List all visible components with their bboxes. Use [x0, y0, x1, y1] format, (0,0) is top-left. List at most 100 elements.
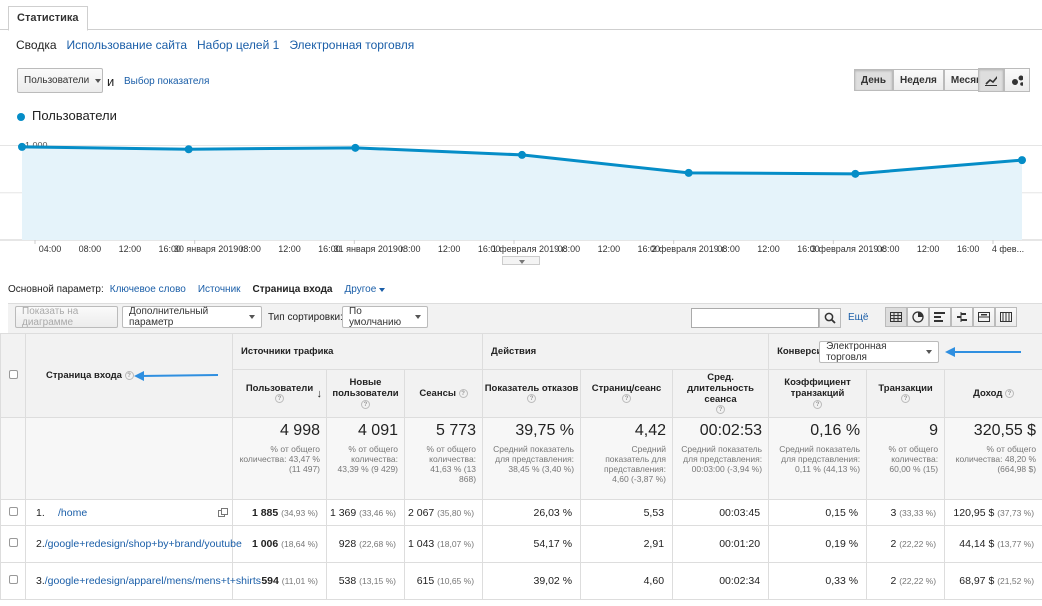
col-avg-session-duration-label: Сред. длительность сеанса [687, 371, 754, 405]
chevron-down-icon [926, 350, 933, 354]
view-pivot-button[interactable] [995, 307, 1017, 327]
open-external-icon[interactable] [218, 508, 228, 517]
landing-page-header[interactable]: Страница входа ? [25, 333, 233, 418]
landing-page-cell: 3./google+redesign/apparel/mens/mens+t+s… [25, 562, 261, 600]
subnav-ecommerce[interactable]: Электронная торговля [289, 38, 415, 52]
total-subtext: % от общего количества: 60,00 % (15) [888, 444, 939, 474]
help-icon[interactable]: ? [1005, 388, 1014, 398]
help-icon[interactable]: ? [901, 394, 911, 404]
view-comparison-button[interactable] [951, 307, 973, 327]
col-transactions-label: Транзакции [878, 382, 933, 394]
col-sessions[interactable]: Сеансы ? [403, 369, 484, 418]
view-term-cloud-button[interactable] [973, 307, 995, 327]
totals-label-cell [25, 417, 233, 500]
col-bounce-rate[interactable]: Показатель отказов? [482, 369, 582, 418]
data-point [18, 142, 26, 151]
chart-collapse-handle[interactable] [502, 256, 540, 265]
help-icon[interactable]: ? [361, 399, 370, 409]
col-transactions[interactable]: Транзакции? [866, 369, 946, 418]
landing-page-link[interactable]: /home [58, 506, 88, 519]
tab-statistics[interactable]: Статистика [8, 6, 88, 31]
data-point [1018, 156, 1026, 165]
x-tick-label: 12:00 [438, 244, 461, 254]
landing-page-cell: 1. /home [25, 499, 233, 526]
transactions-pct: (33,33 %) [899, 507, 937, 518]
sessions-cell: 1 043 (18,07 %) [403, 525, 484, 563]
new-users-value: 1 369 [329, 506, 357, 519]
view-pie-button[interactable] [907, 307, 929, 327]
row-number: 1. [36, 506, 45, 519]
dim-other[interactable]: Другое [344, 284, 386, 295]
help-icon[interactable]: ? [275, 394, 284, 404]
y-tick-label: 1 000 [25, 140, 48, 150]
period-week-button[interactable]: Неделя [893, 69, 944, 91]
transactions-cell: 2 (22,22 %) [866, 525, 946, 563]
line-chart-button[interactable] [978, 68, 1004, 92]
conversion-rate-value: 0,33 % [825, 575, 859, 587]
col-pages-per-session-label: Страниц/сеанс [591, 382, 662, 394]
help-icon[interactable]: ? [527, 394, 537, 404]
conversion-type-value: Электронная торговля [826, 341, 887, 363]
total-conversion-rate: 0,16 % Средний показатель для представлен… [768, 417, 868, 500]
table-row[interactable]: 3./google+redesign/apparel/mens/mens+t+s… [0, 562, 1042, 600]
conversion-rate-cell: 0,19 % [768, 525, 868, 563]
metric-select[interactable]: Пользователи [17, 68, 103, 93]
col-new-users[interactable]: Новые пользователи? [326, 369, 405, 418]
help-icon[interactable]: ? [813, 399, 823, 409]
conversion-type-select[interactable]: Электронная торговля [819, 341, 940, 363]
total-value: 5 773 [435, 422, 477, 439]
dim-keyword[interactable]: Ключевое слово [109, 284, 186, 295]
x-tick-label: 12:00 [757, 244, 780, 254]
view-performance-button[interactable] [929, 307, 951, 327]
pages-per-session-cell: 2,91 [580, 525, 674, 563]
table-search-input[interactable] [691, 308, 819, 328]
bounce-rate-value: 26,03 % [533, 506, 573, 519]
col-users[interactable]: Пользователи? ↓ [232, 369, 327, 418]
dim-landing-page[interactable]: Страница входа [252, 284, 333, 295]
subnav-site-usage[interactable]: Использование сайта [66, 38, 188, 52]
period-day-button[interactable]: День [854, 69, 893, 91]
sessions-value: 1 043 [407, 538, 435, 550]
x-tick-label: 16:00 [478, 244, 501, 254]
chevron-down-icon [415, 315, 421, 319]
dim-source[interactable]: Источник [197, 284, 241, 295]
col-revenue[interactable]: Доход ? [944, 369, 1042, 418]
new-users-pct: (22,68 %) [359, 539, 396, 549]
show-on-chart-button[interactable]: Показать на диаграмме [15, 306, 118, 328]
motion-chart-button[interactable] [1004, 68, 1030, 92]
secondary-dimension-select[interactable]: Дополнительный параметр [122, 306, 262, 328]
col-pages-per-session[interactable]: Страниц/сеанс? [580, 369, 674, 418]
period-switch: День Неделя Месяц [854, 69, 990, 91]
row-checkbox[interactable] [8, 575, 18, 584]
row-checkbox[interactable] [8, 538, 18, 547]
help-icon[interactable]: ? [458, 388, 468, 398]
more-options-link[interactable]: Ещё [848, 312, 869, 323]
users-value: 1 885 [251, 506, 279, 519]
select-all-checkbox[interactable] [8, 369, 18, 379]
subnav-goal-set-1[interactable]: Набор целей 1 [197, 38, 280, 52]
help-icon[interactable]: ? [622, 394, 632, 404]
arrow-pointer-left [134, 371, 218, 381]
total-value: 4,42 [634, 422, 667, 439]
search-button[interactable] [819, 308, 841, 328]
x-tick-label: 16:00 [318, 244, 341, 254]
row-checkbox[interactable] [8, 506, 18, 516]
table-row[interactable]: 2./google+redesign/shop+by+brand/youtube… [0, 525, 1042, 563]
bounce-rate-cell: 26,03 % [482, 499, 582, 526]
help-icon[interactable]: ? [716, 405, 726, 415]
avg-duration-cell: 00:03:45 [672, 499, 770, 526]
legend-label: Пользователи [32, 108, 117, 123]
help-icon[interactable]: ? [124, 370, 134, 380]
landing-page-link[interactable]: /google+redesign/shop+by+brand/youtube [44, 538, 242, 550]
landing-page-link[interactable]: /google+redesign/apparel/mens/mens+t+shi… [44, 575, 262, 587]
table-row[interactable]: 1./home 1 885 (34,93 %) 1 369 (33,46 %) 2 0… [0, 499, 1042, 526]
sessions-pct: (35,80 %) [437, 507, 475, 518]
sort-type-select[interactable]: По умолчанию [342, 306, 428, 328]
subnav-summary[interactable]: Сводка [16, 38, 57, 52]
choose-metric-link[interactable]: Выбор показателя [124, 76, 210, 87]
col-conversion-rate[interactable]: Коэффициент транзакций? [768, 369, 868, 418]
col-avg-session-duration[interactable]: Сред. длительность сеанса? [672, 369, 770, 418]
view-table-button[interactable] [885, 307, 907, 327]
x-tick-label: 16:00 [797, 244, 820, 254]
col-sessions-label: Сеансы [419, 388, 456, 399]
